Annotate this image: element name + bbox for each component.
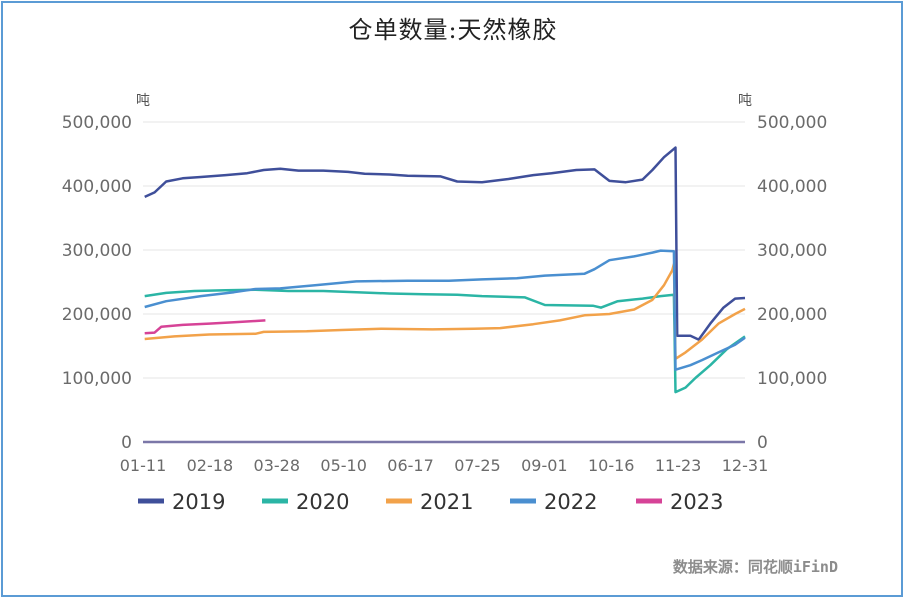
x-tick-label: 03-28 [254, 456, 301, 475]
y-tick-label-right: 500,000 [757, 113, 827, 133]
y-tick-label-right: 200,000 [757, 305, 827, 325]
series-line-2021 [144, 262, 746, 361]
y-tick-label-left: 0 [121, 433, 132, 453]
x-axis: 01-11 02-18 03-28 05-10 06-17 07-25 09-01 10-16… [120, 440, 769, 475]
x-tick-label: 06-17 [387, 456, 434, 475]
y-tick-label-left: 500,000 [62, 113, 132, 133]
series-lines [144, 146, 746, 394]
y-tick-label-left: 100,000 [62, 369, 132, 389]
legend-label-2019: 2019 [172, 490, 225, 514]
y-tick-label-right: 300,000 [757, 241, 827, 261]
source-note: 数据来源：同花顺iFinD [672, 558, 838, 576]
right-y-axis: 0 100,000 200,000 300,000 400,000 500,000 [757, 113, 827, 453]
series-line-2020 [144, 288, 746, 394]
grid-lines [143, 121, 745, 379]
series-line-2019 [144, 146, 746, 341]
y-tick-label-left: 200,000 [62, 305, 132, 325]
x-tick-label: 09-01 [521, 456, 568, 475]
legend-label-2022: 2022 [544, 490, 597, 514]
series-line-2023 [144, 319, 266, 335]
legend-label-2021: 2021 [420, 490, 473, 514]
y-tick-label-right: 400,000 [757, 177, 827, 197]
y-tick-label-left: 400,000 [62, 177, 132, 197]
series-line-2022 [144, 249, 746, 371]
x-tick-label: 10-16 [588, 456, 635, 475]
legend-label-2023: 2023 [670, 490, 723, 514]
x-tick-label: 07-25 [454, 456, 501, 475]
left-axis-unit: 吨 [136, 93, 150, 109]
y-tick-label-left: 300,000 [62, 241, 132, 261]
x-tick-label: 01-11 [120, 456, 167, 475]
x-tick-label: 02-18 [187, 456, 234, 475]
x-tick-label: 12-31 [722, 456, 769, 475]
legend: 2019 2020 2021 2022 2023 [138, 490, 723, 514]
legend-label-2020: 2020 [296, 490, 349, 514]
y-tick-label-right: 0 [757, 433, 768, 453]
y-tick-label-right: 100,000 [757, 369, 827, 389]
left-y-axis: 0 100,000 200,000 300,000 400,000 500,000 [62, 113, 132, 453]
chart-title: 仓单数量:天然橡胶 [348, 16, 558, 44]
right-axis-unit: 吨 [738, 93, 752, 109]
x-tick-label: 05-10 [320, 456, 367, 475]
x-tick-label: 11-23 [655, 456, 702, 475]
